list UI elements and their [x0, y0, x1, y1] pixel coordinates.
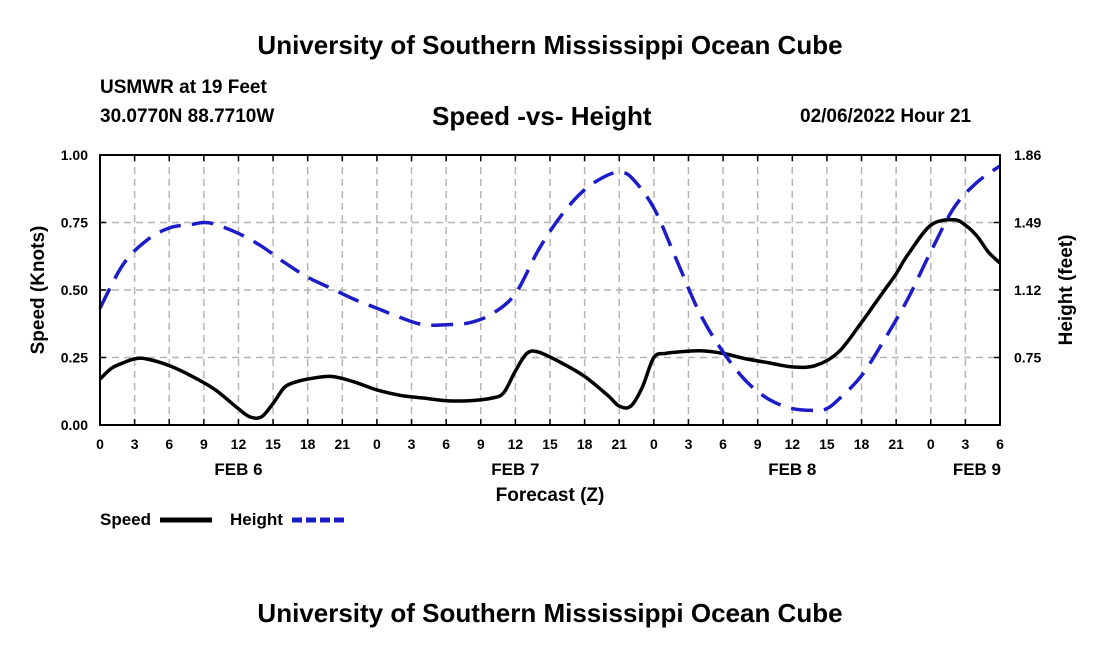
x-tick-label: 12 — [231, 436, 247, 452]
grid-lines — [100, 155, 1000, 425]
x-tick-label: 21 — [611, 436, 627, 452]
y2-axis-title: Height (feet) — [1056, 235, 1077, 346]
legend: Speed Height — [100, 510, 344, 529]
x-tick-label: 3 — [408, 436, 416, 452]
series-line-speed — [98, 218, 1002, 420]
station-coordinates: 30.0770N 88.7710W — [100, 106, 275, 127]
x-tick-label: 6 — [996, 436, 1004, 452]
x-tick-label: 3 — [685, 436, 693, 452]
y-axis-title: Speed (Knots) — [28, 226, 49, 355]
x-tick-label: 0 — [650, 436, 658, 452]
date-label: FEB 6 — [214, 460, 262, 479]
y-tick-label: 0.75 — [61, 215, 88, 231]
x-tick-label: 6 — [719, 436, 727, 452]
x-tick-label: 15 — [819, 436, 835, 452]
x-axis-title: Forecast (Z) — [496, 485, 605, 506]
x-tick-label: 12 — [785, 436, 801, 452]
x-tick-label: 6 — [442, 436, 450, 452]
x-tick-label: 0 — [927, 436, 935, 452]
legend-label-height: Height — [230, 510, 283, 529]
axis-labels: 0 3 6 9 12 15 18 21 0 3 6 9 12 15 18 21 0 3 6 9 12 15 18 21 0 3 6 0… — [28, 147, 1077, 506]
y2-tick-label: 1.12 — [1014, 282, 1041, 298]
x-tick-label: 3 — [131, 436, 139, 452]
date-label: FEB 8 — [768, 460, 816, 479]
x-tick-label: 18 — [300, 436, 316, 452]
x-tick-label: 15 — [265, 436, 281, 452]
x-tick-label: 21 — [335, 436, 351, 452]
y2-tick-label: 0.75 — [1014, 350, 1041, 366]
forecast-datetime: 02/06/2022 Hour 21 — [800, 106, 972, 127]
y2-tick-label: 1.86 — [1014, 147, 1041, 163]
footer-title: University of Southern Mississippi Ocean… — [257, 598, 843, 628]
axis-ticks — [99, 154, 1001, 426]
y-tick-label: 1.00 — [61, 147, 88, 163]
date-label: FEB 9 — [953, 460, 1001, 479]
series-lines — [98, 164, 1002, 420]
x-tick-label: 18 — [854, 436, 870, 452]
x-tick-label: 0 — [373, 436, 381, 452]
x-tick-label: 12 — [508, 436, 524, 452]
x-tick-label: 21 — [888, 436, 904, 452]
page-title: University of Southern Mississippi Ocean… — [257, 30, 843, 60]
x-tick-label: 3 — [961, 436, 969, 452]
y-tick-label: 0.25 — [61, 350, 88, 366]
y-tick-label: 0.50 — [61, 282, 88, 298]
x-tick-label: 6 — [165, 436, 173, 452]
x-tick-label: 18 — [577, 436, 593, 452]
series-line-height — [98, 164, 1002, 413]
x-tick-label: 0 — [96, 436, 104, 452]
legend-label-speed: Speed — [100, 510, 151, 529]
x-tick-label: 9 — [754, 436, 762, 452]
date-label: FEB 7 — [491, 460, 539, 479]
station-label: USMWR at 19 Feet — [100, 77, 267, 98]
x-tick-label: 15 — [542, 436, 558, 452]
chart-title: Speed -vs- Height — [432, 101, 652, 131]
x-tick-label: 9 — [477, 436, 485, 452]
y2-tick-label: 1.49 — [1014, 215, 1041, 231]
x-tick-label: 9 — [200, 436, 208, 452]
y-tick-label: 0.00 — [61, 417, 88, 433]
